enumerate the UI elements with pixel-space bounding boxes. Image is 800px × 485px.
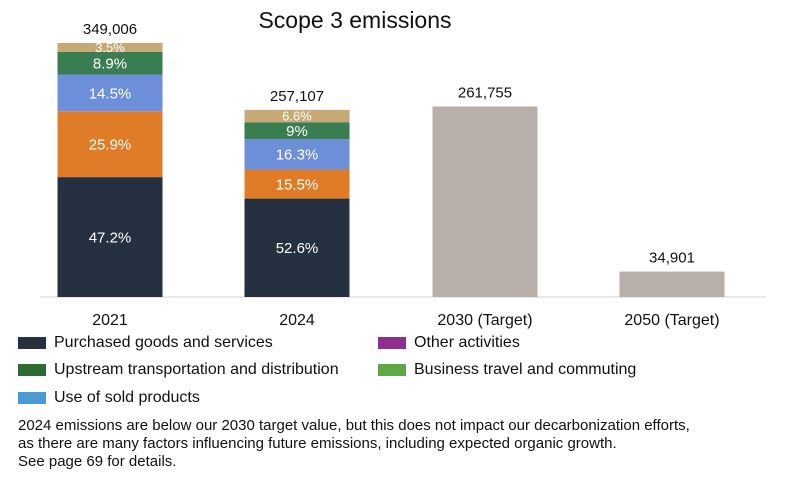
segment-label: 25.9% [89, 137, 132, 154]
scope3-chart: Scope 3 emissions 47.2% 25.9% 14.5% 8.9%3.5… [40, 7, 766, 329]
legend-label: Use of sold products [54, 389, 200, 406]
bar-segment [57, 43, 163, 52]
legend-label: Other activities [414, 334, 520, 351]
legend-swatch [18, 337, 46, 349]
legend-label: Upstream transportation and distribution [54, 361, 339, 378]
segment-label: 8.9% [93, 56, 127, 73]
total-label: 257,107 [270, 88, 324, 105]
legend-label: Purchased goods and services [54, 334, 273, 351]
segment-label: 3.5% [95, 40, 125, 55]
segment-label: 14.5% [89, 85, 132, 102]
x-tick-label: 2030 (Target) [437, 312, 532, 329]
bar-group: 47.2% 25.9% 14.5% 8.9%3.5% 349,006 2021 52.6% 1… [57, 21, 725, 329]
segment-label: 52.6% [276, 240, 319, 257]
bar-segment [244, 198, 350, 297]
legend-item: Business travel and commuting [378, 361, 636, 379]
segment-label: 15.5% [276, 176, 319, 193]
bar-segment [244, 122, 350, 140]
total-label: 34,901 [649, 250, 695, 267]
x-tick-label: 2024 [279, 312, 315, 329]
segment-label: 9% [286, 123, 308, 140]
bar-segment [57, 51, 163, 75]
footnote-line: as there are many factors influencing fu… [18, 435, 617, 452]
footnote-line: 2024 emissions are below our 2030 target… [18, 417, 690, 434]
segment-label: 16.3% [276, 147, 319, 164]
bar-segment [244, 169, 350, 199]
legend-swatch [18, 392, 46, 404]
x-tick-label: 2050 (Target) [624, 312, 719, 329]
legend-swatch [18, 364, 46, 376]
total-label: 349,006 [83, 21, 137, 38]
bar-segment [619, 271, 725, 297]
bar-segment [244, 139, 350, 170]
footnote-line: See page 69 for details. [18, 453, 177, 470]
legend-label: Business travel and commuting [414, 361, 637, 378]
legend-swatch [378, 364, 406, 376]
bar-segment [57, 111, 163, 178]
x-tick-label: 2021 [92, 312, 128, 329]
bar-segment [432, 106, 538, 297]
legend-item: Upstream transportation and distribution [18, 361, 339, 379]
legend-item: Use of sold products [18, 389, 200, 407]
bar-segment [57, 177, 163, 297]
legend-item: Purchased goods and services [18, 334, 273, 352]
legend-item: Other activities [378, 334, 520, 352]
total-label: 261,755 [458, 84, 512, 101]
bar-segment [57, 74, 163, 112]
segment-label: 47.2% [89, 229, 132, 246]
footnote: 2024 emissions are below our 2030 target… [18, 417, 794, 471]
legend-swatch [378, 337, 406, 349]
bar-segment [244, 109, 350, 123]
segment-label: 6.6% [282, 109, 312, 124]
chart-title: Scope 3 emissions [258, 7, 451, 33]
